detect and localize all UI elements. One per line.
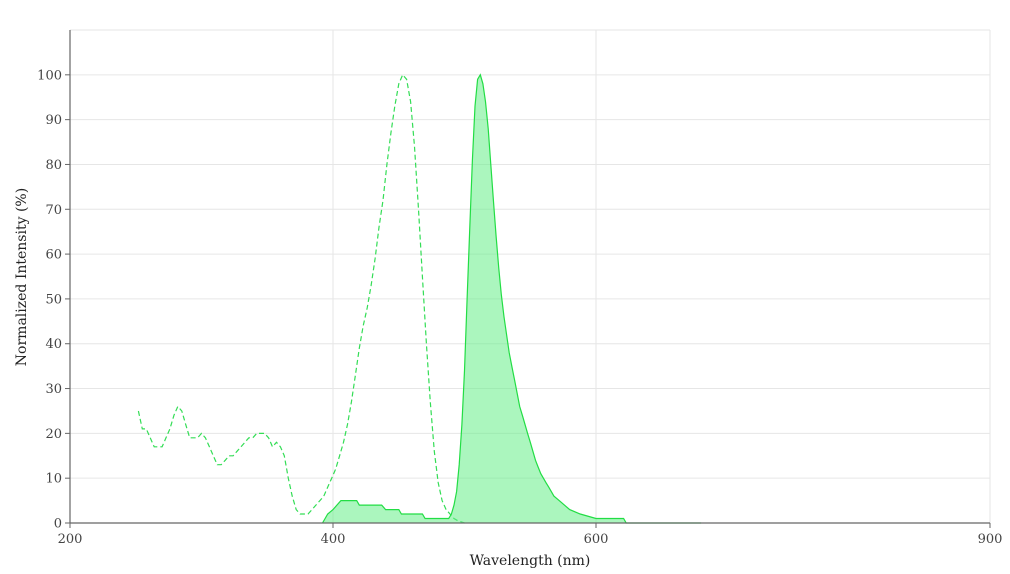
series-0-line [137,73,465,524]
y-tick-label: 100 [37,68,62,83]
series-layer [137,73,702,524]
y-axis-label: Normalized Intensity (%) [14,188,30,366]
axes [65,30,991,528]
y-tick-label: 40 [45,337,62,352]
tick-labels: 0 10 20 30 40 50 60 70 80 90 100 200 400 600 900 [37,68,1002,547]
x-tick-label: 200 [58,532,83,547]
y-tick-label: 80 [45,158,62,173]
y-tick-label: 30 [45,382,62,397]
series-1-line [321,73,702,524]
x-tick-label: 400 [321,532,346,547]
y-tick-label: 50 [45,292,62,307]
y-tick-label: 60 [45,248,62,263]
y-tick-label: 20 [45,427,62,442]
x-tick-label: 900 [978,532,1003,547]
x-axis-label: Wavelength (nm) [470,553,591,569]
series-1-area [322,74,702,524]
y-tick-label: 0 [54,517,62,532]
y-tick-label: 70 [45,203,62,218]
y-tick-label: 90 [45,113,62,128]
x-tick-label: 600 [584,532,609,547]
y-tick-label: 10 [45,472,62,487]
